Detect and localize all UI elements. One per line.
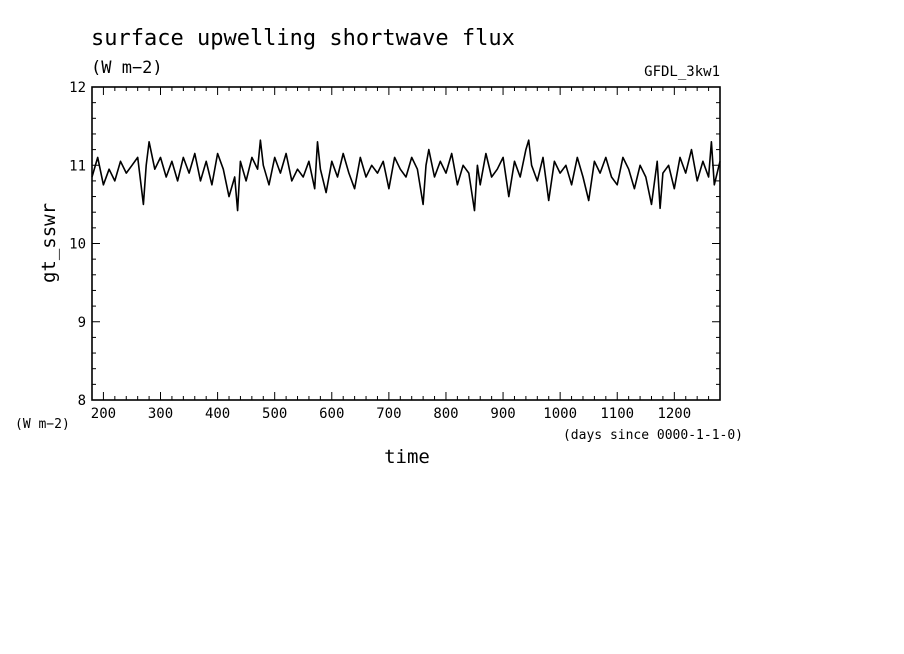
y-tick-label: 9 xyxy=(78,315,86,331)
x-tick-label: 700 xyxy=(376,406,401,422)
x-tick-label: 300 xyxy=(148,406,173,422)
x-tick-label: 1000 xyxy=(543,406,577,422)
chart-subtitle: (W m−2) xyxy=(91,58,163,78)
plot-frame xyxy=(91,86,721,401)
y-axis-units: (W m−2) xyxy=(15,417,70,432)
x-tick-label: 800 xyxy=(433,406,458,422)
x-axis-units: (days since 0000-1-1-0) xyxy=(563,428,743,443)
x-tick-label: 600 xyxy=(319,406,344,422)
x-tick-label: 400 xyxy=(205,406,230,422)
x-tick-label: 900 xyxy=(490,406,515,422)
y-tick-label: 8 xyxy=(78,393,86,409)
x-tick-label: 200 xyxy=(91,406,116,422)
x-tick-label: 1100 xyxy=(600,406,634,422)
chart-title: surface upwelling shortwave flux xyxy=(91,26,515,51)
x-axis-title: time xyxy=(384,446,430,468)
y-tick-label: 10 xyxy=(69,237,86,253)
series-line xyxy=(91,139,721,212)
y-axis: 8 9 10 11 12 xyxy=(69,80,720,409)
y-tick-label: 11 xyxy=(69,158,86,174)
x-axis: 200 300 400 500 600 700 800 900 1000 1100 1200 xyxy=(91,87,721,422)
model-label: GFDL_3kw1 xyxy=(644,64,720,80)
x-tick-label: 1200 xyxy=(657,406,691,422)
x-tick-label: 500 xyxy=(262,406,287,422)
y-axis-title: gt_sswr xyxy=(38,203,60,283)
y-tick-label: 12 xyxy=(69,80,86,96)
